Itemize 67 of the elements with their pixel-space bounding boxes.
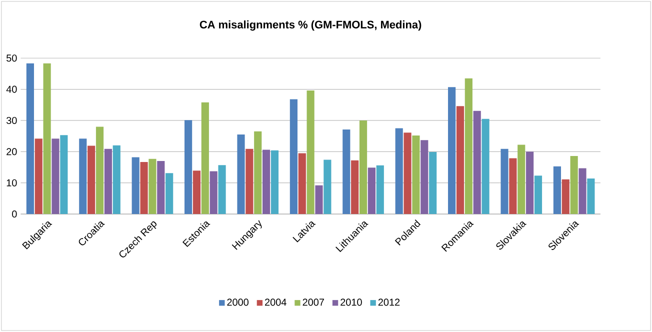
bar <box>482 118 490 214</box>
bar <box>509 158 517 214</box>
bar <box>376 165 384 214</box>
bar <box>298 153 306 214</box>
bar <box>237 134 245 214</box>
y-tick-label: 30 <box>6 116 17 124</box>
bar <box>342 130 350 214</box>
bar <box>218 165 226 214</box>
bar <box>52 138 60 214</box>
bar <box>578 168 586 214</box>
bar <box>192 170 201 214</box>
bar <box>534 176 542 214</box>
bar <box>246 148 254 214</box>
chart-title: CA misalignments % (GM-FMOLS, Medina) <box>200 20 422 31</box>
bar <box>96 126 104 214</box>
legend-label: 2012 <box>378 298 400 306</box>
bar <box>306 90 314 214</box>
bar <box>359 120 368 214</box>
bar <box>429 152 437 214</box>
bar <box>60 135 68 214</box>
legend-label: 2007 <box>302 298 324 306</box>
bar <box>464 78 472 214</box>
bar <box>420 140 428 214</box>
bar <box>324 160 332 214</box>
bar <box>553 166 561 214</box>
bar <box>184 120 192 214</box>
legend-label: 2000 <box>227 298 248 306</box>
bar <box>412 135 420 214</box>
y-tick-label: 50 <box>6 54 17 62</box>
bar <box>404 132 412 214</box>
bar <box>262 150 270 214</box>
bar <box>570 156 578 214</box>
bar <box>201 102 209 214</box>
y-tick-label: 40 <box>6 86 17 93</box>
bar <box>148 158 156 214</box>
bar <box>368 168 376 214</box>
bar <box>79 138 87 214</box>
bar <box>132 157 140 214</box>
y-tick-label: 20 <box>6 148 17 156</box>
y-tick-label: 0 <box>12 210 17 218</box>
bar <box>43 63 51 214</box>
bar <box>395 128 403 214</box>
bar <box>351 160 359 214</box>
bar <box>473 110 481 214</box>
bar <box>210 171 218 214</box>
legend-label: 2004 <box>265 298 286 306</box>
bar <box>315 185 323 214</box>
bar <box>526 152 534 214</box>
legend-label: 2010 <box>340 298 362 306</box>
bar <box>587 178 595 214</box>
bar <box>500 148 508 214</box>
bar <box>270 150 279 214</box>
bar <box>254 131 262 214</box>
bar <box>26 63 34 214</box>
bar <box>112 145 120 214</box>
bar <box>448 87 456 214</box>
bar <box>34 138 42 214</box>
bar <box>166 173 174 214</box>
bar <box>157 161 165 214</box>
bar <box>456 106 464 214</box>
bar <box>562 179 570 214</box>
bar <box>104 148 112 214</box>
bar <box>88 146 96 214</box>
bar <box>290 99 298 214</box>
y-tick-label: 10 <box>6 179 17 186</box>
bar <box>518 144 526 214</box>
bar <box>140 162 148 214</box>
